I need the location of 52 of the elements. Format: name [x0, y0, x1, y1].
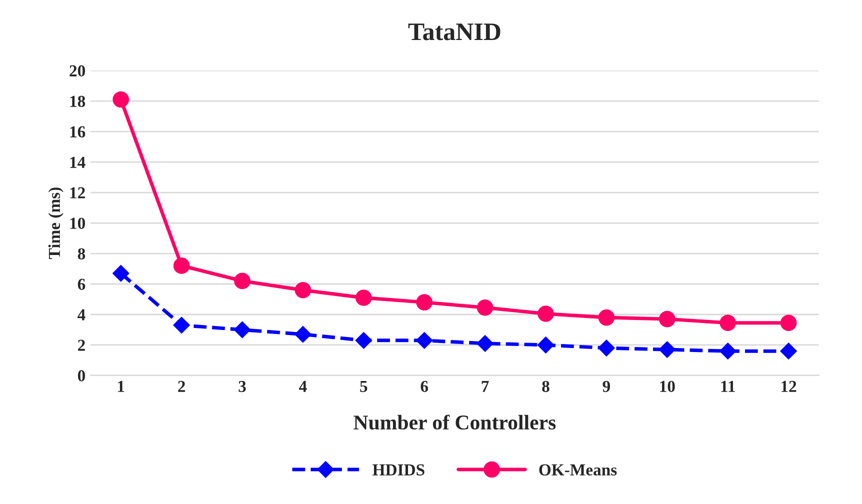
point — [416, 332, 433, 349]
point — [537, 336, 554, 354]
legend-label: HDIDS — [372, 464, 424, 476]
y-tick-label: 20 — [70, 65, 86, 77]
point — [719, 342, 736, 360]
y-tick-label: 2 — [78, 340, 85, 351]
legend-label: OK-Means — [539, 464, 617, 476]
x-tick-label: 5 — [360, 380, 368, 392]
x-tick-label: 12 — [782, 380, 796, 392]
x-tick-label: 3 — [238, 380, 246, 392]
chart-title: TataNID — [408, 24, 500, 40]
x-tick-label: 10 — [660, 380, 675, 392]
point — [598, 340, 615, 356]
point — [234, 321, 251, 338]
point — [476, 335, 494, 352]
point — [294, 282, 312, 298]
point — [112, 264, 130, 282]
point — [416, 294, 433, 310]
x-tick-label: 2 — [178, 380, 186, 392]
x-axis-title: Number of Controllers — [354, 414, 556, 430]
x-tick-label: 7 — [482, 380, 489, 392]
y-tick-label: 6 — [78, 278, 86, 290]
point — [658, 341, 676, 358]
y-tick-label: 18 — [70, 96, 86, 107]
y-tick-label: 0 — [78, 370, 86, 382]
point — [234, 272, 250, 290]
point — [538, 306, 554, 322]
point — [658, 310, 676, 328]
y-tick-label: 8 — [78, 248, 86, 260]
x-tick-label: 6 — [420, 380, 428, 392]
point — [355, 290, 372, 306]
point — [598, 309, 615, 326]
x-tick-label: 11 — [721, 380, 735, 392]
x-tick-label: 4 — [299, 380, 307, 392]
y-tick-label: 12 — [70, 187, 85, 198]
y-tick-label: 4 — [78, 309, 86, 320]
y-tick-label: 16 — [70, 126, 86, 138]
point — [780, 342, 797, 360]
point — [476, 299, 494, 316]
point — [780, 314, 797, 332]
point — [173, 316, 190, 334]
point — [294, 326, 312, 343]
point — [720, 314, 736, 332]
y-axis-title: Time (ms) — [48, 188, 64, 259]
point — [112, 91, 130, 108]
x-tick-label: 1 — [118, 380, 124, 392]
y-tick-label: 14 — [70, 156, 86, 168]
x-tick-label: 9 — [602, 380, 610, 392]
y-tick-label: 10 — [70, 218, 86, 229]
point — [173, 258, 190, 274]
point — [355, 332, 372, 349]
x-tick-label: 8 — [542, 380, 550, 392]
